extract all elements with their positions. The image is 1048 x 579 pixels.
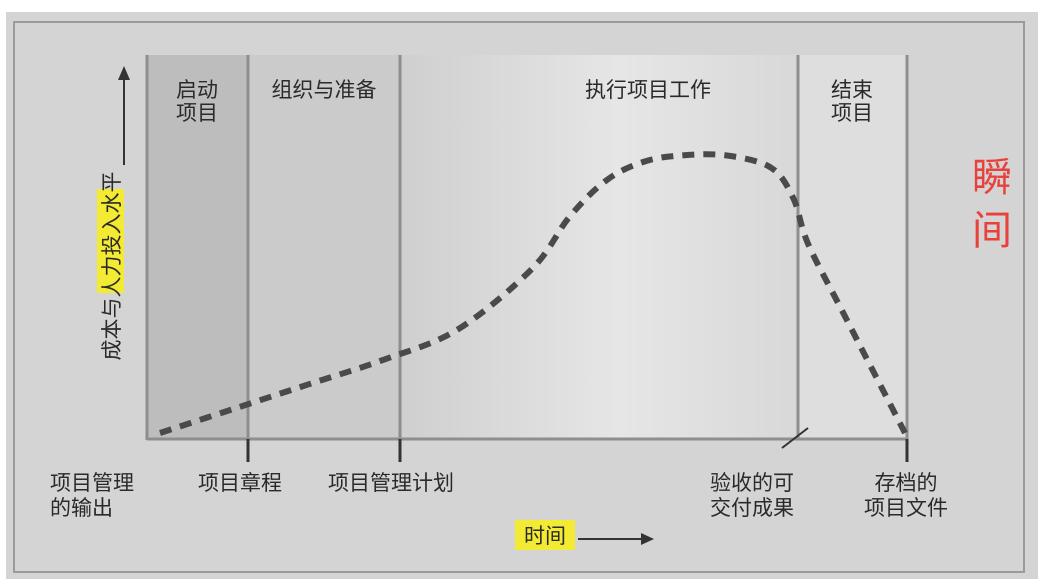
milestone-label: 项目管理的输出 [50, 471, 134, 520]
band-closing [798, 55, 907, 439]
milestone-tick [781, 427, 809, 449]
figure-frame [13, 21, 1025, 573]
milestone-label: 项目管理计划 [328, 471, 454, 495]
ylabel-highlight [97, 189, 124, 293]
xlabel-highlight [515, 520, 575, 550]
y-axis-label: 成本与人力投入水平 [100, 172, 124, 361]
milestone-label: 存档的项目文件 [864, 471, 948, 520]
side-annotation-char: 间 [972, 208, 1012, 254]
cost-effort-curve [159, 151, 908, 436]
band-preparation [248, 55, 400, 439]
phase-label-preparation: 组织与准备 [272, 78, 377, 102]
milestone-label: 验收的可交付成果 [710, 471, 794, 520]
x-axis-label: 时间 [524, 524, 566, 548]
band-initiation [147, 55, 248, 439]
milestone-label: 项目章程 [198, 471, 282, 495]
phase-label-initiation: 启动项目 [176, 78, 218, 125]
y-axis-arrowhead [118, 66, 130, 80]
x-axis-arrowhead [641, 533, 654, 545]
phase-label-execution: 执行项目工作 [585, 78, 711, 102]
side-annotation-char: 瞬 [972, 155, 1012, 201]
band-execution [400, 55, 798, 439]
phase-label-closing: 结束项目 [831, 78, 873, 125]
